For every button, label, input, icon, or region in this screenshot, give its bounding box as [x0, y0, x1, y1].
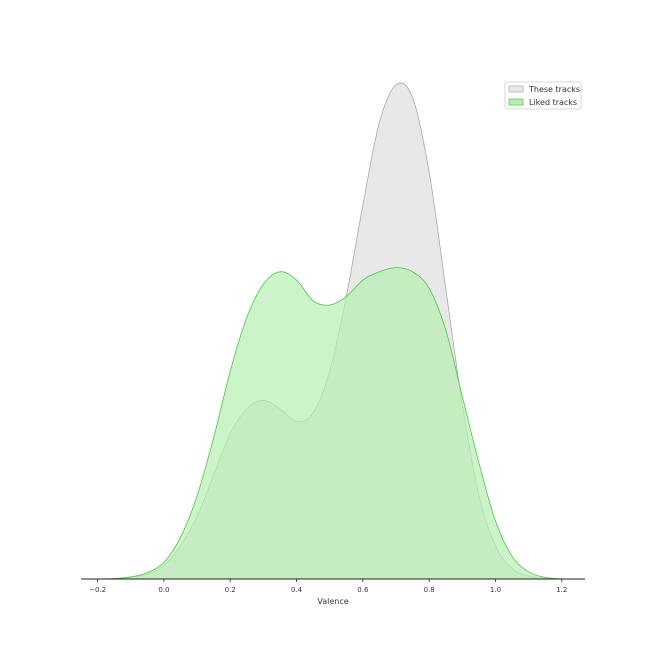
x-tick-label: 1.2 — [556, 586, 567, 594]
x-tick-label: 0.0 — [158, 586, 169, 594]
x-tick-label: 0.2 — [225, 586, 236, 594]
density-line-series-2 — [97, 267, 562, 580]
density-areas — [97, 82, 562, 580]
density-area-series-2 — [97, 267, 562, 579]
x-tick-label: 0.4 — [291, 586, 303, 594]
legend-swatch-series-1 — [508, 85, 524, 93]
x-tick-label: 0.6 — [357, 586, 369, 594]
x-tick-label: 0.8 — [424, 586, 435, 594]
x-ticks: −0.2 0.0 0.2 0.4 0.6 0.8 1.0 1.2 — [89, 579, 567, 594]
legend-label-series-1: These tracks — [528, 85, 580, 94]
x-axis-label: Valence — [317, 597, 348, 606]
x-tick-label: 1.0 — [490, 586, 501, 594]
legend: These tracks Liked tracks — [504, 81, 582, 110]
legend-label-series-2: Liked tracks — [529, 98, 577, 107]
legend-box — [504, 81, 582, 110]
legend-swatch-series-2 — [508, 98, 524, 106]
x-tick-label: −0.2 — [89, 586, 106, 594]
